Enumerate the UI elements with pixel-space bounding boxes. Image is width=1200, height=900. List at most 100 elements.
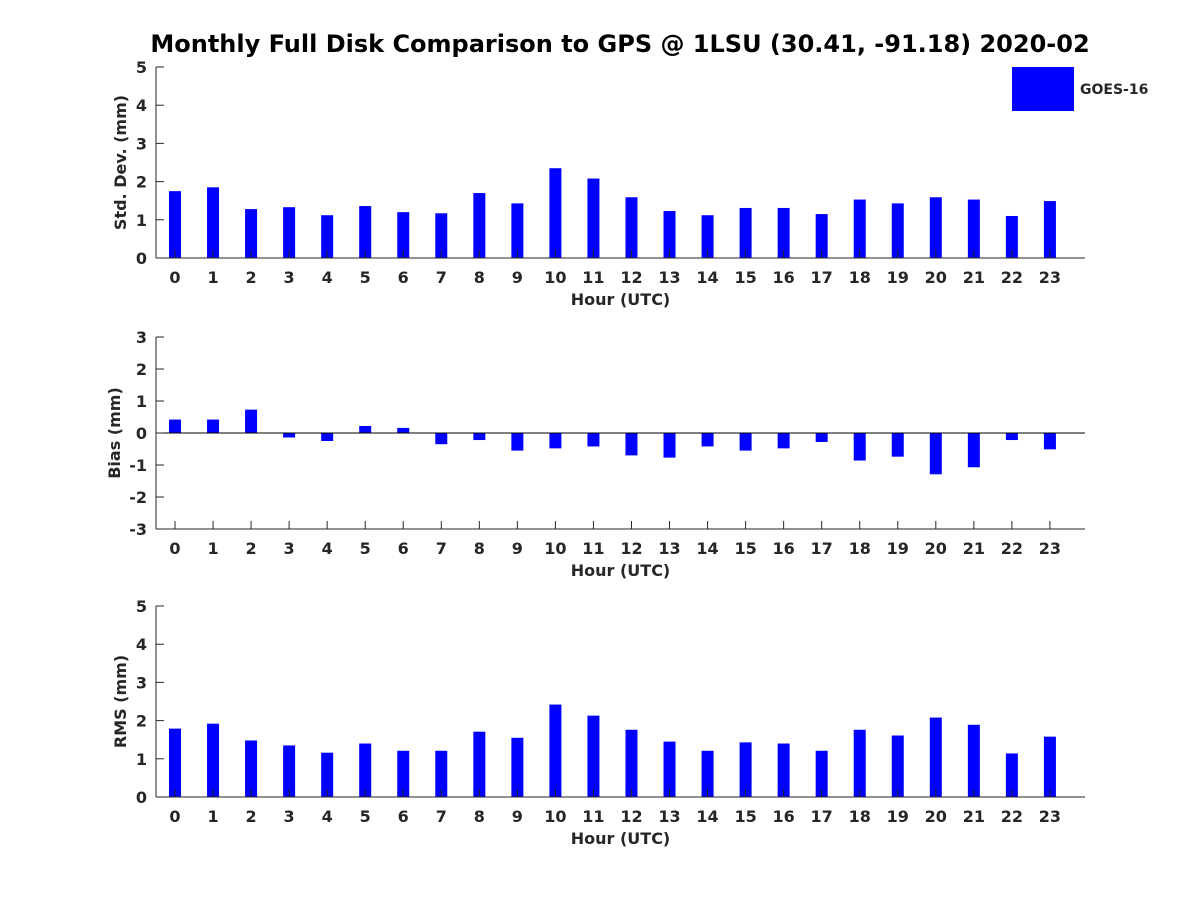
bias-x-tick-label: 17 <box>811 539 833 558</box>
bias-x-tick-label: 0 <box>169 539 180 558</box>
bias-x-tick-label: 13 <box>658 539 680 558</box>
bias-bar <box>435 433 448 445</box>
rms-x-tick-label: 2 <box>246 807 257 826</box>
legend-swatch <box>1012 67 1074 111</box>
rms-x-tick-label: 15 <box>734 807 756 826</box>
bias-bar <box>1043 433 1056 450</box>
std-dev-bar <box>359 206 372 258</box>
rms-bar <box>1043 736 1056 797</box>
std-dev-bar <box>587 178 600 258</box>
bias-y-tick-label: 1 <box>136 392 147 411</box>
rms-x-tick-label: 12 <box>620 807 642 826</box>
std-dev-bar <box>245 209 258 258</box>
rms-bar <box>739 742 752 797</box>
std-dev-bar <box>967 199 980 258</box>
rms-bar <box>853 729 866 797</box>
rms-y-tick-label: 0 <box>136 788 147 807</box>
rms-bar <box>207 723 220 797</box>
std-dev-bar <box>435 213 448 258</box>
bias-bar <box>549 433 562 449</box>
bias-x-tick-label: 18 <box>849 539 871 558</box>
std-dev-bar <box>853 199 866 258</box>
rms-bar <box>701 750 714 797</box>
std-dev-bar <box>169 191 181 258</box>
bias-bar <box>891 433 904 457</box>
std-dev-bar <box>473 193 486 258</box>
rms-x-tick-label: 17 <box>811 807 833 826</box>
std-dev-x-tick-label: 4 <box>322 268 333 287</box>
bias-x-tick-label: 20 <box>925 539 947 558</box>
rms-x-tick-label: 23 <box>1039 807 1061 826</box>
rms-x-tick-label: 3 <box>284 807 295 826</box>
std-dev-x-tick-label: 3 <box>284 268 295 287</box>
bias-x-tick-label: 1 <box>207 539 218 558</box>
bias-bar <box>245 409 258 433</box>
std-dev-bar <box>397 212 410 258</box>
bias-x-tick-label: 7 <box>436 539 447 558</box>
std-dev-x-tick-label: 6 <box>398 268 409 287</box>
bias-x-tick-label: 6 <box>398 539 409 558</box>
std-dev-x-tick-label: 16 <box>773 268 795 287</box>
std-dev-x-tick-label: 2 <box>246 268 257 287</box>
chart-title: Monthly Full Disk Comparison to GPS @ 1L… <box>150 30 1090 58</box>
std-dev-bar <box>663 211 676 258</box>
std-dev-x-tick-label: 17 <box>811 268 833 287</box>
std-dev-x-tick-label: 14 <box>696 268 718 287</box>
bias-bar <box>929 433 942 475</box>
rms-y-tick-label: 2 <box>136 712 147 731</box>
std-dev-x-tick-label: 18 <box>849 268 871 287</box>
bias-x-tick-label: 16 <box>773 539 795 558</box>
rms-x-tick-label: 6 <box>398 807 409 826</box>
rms-x-tick-label: 10 <box>544 807 566 826</box>
bias-bar <box>967 433 980 468</box>
rms-x-tick-label: 1 <box>207 807 218 826</box>
bias-bar <box>359 425 372 433</box>
rms-x-tick-label: 9 <box>512 807 523 826</box>
rms-y-tick-label: 1 <box>136 750 147 769</box>
std-dev-bar <box>701 215 714 258</box>
std-dev-x-tick-label: 0 <box>169 268 180 287</box>
std-dev-x-tick-label: 12 <box>620 268 642 287</box>
std-dev-x-tick-label: 22 <box>1001 268 1023 287</box>
rms-bar <box>663 741 676 797</box>
bias-bar <box>587 433 600 447</box>
rms-x-tick-label: 20 <box>925 807 947 826</box>
std-dev-bar <box>549 168 562 258</box>
rms-x-tick-label: 8 <box>474 807 485 826</box>
legend-label: GOES-16 <box>1080 82 1148 98</box>
std-dev-x-tick-label: 5 <box>360 268 371 287</box>
rms-x-tick-label: 0 <box>169 807 180 826</box>
legend: GOES-16 <box>1012 67 1148 111</box>
rms-x-tick-label: 16 <box>773 807 795 826</box>
std-dev-x-tick-label: 11 <box>582 268 604 287</box>
rms-bar <box>245 740 258 797</box>
bias-x-tick-label: 22 <box>1001 539 1023 558</box>
rms-bar <box>169 728 181 797</box>
bias-bar <box>169 419 181 433</box>
bias-bar <box>625 433 638 456</box>
rms-x-tick-label: 21 <box>963 807 985 826</box>
bias-x-tick-label: 5 <box>360 539 371 558</box>
rms-bar <box>625 729 638 797</box>
rms-bar <box>587 715 600 797</box>
std-dev-x-tick-label: 15 <box>734 268 756 287</box>
rms-bar <box>511 737 524 797</box>
rms-x-tick-label: 5 <box>360 807 371 826</box>
std-dev-x-tick-label: 20 <box>925 268 947 287</box>
bias-x-tick-label: 23 <box>1039 539 1061 558</box>
bias-bar <box>1005 433 1018 441</box>
bias-y-tick-label: -2 <box>129 488 147 507</box>
bias-x-tick-label: 8 <box>474 539 485 558</box>
bias-x-tick-label: 3 <box>284 539 295 558</box>
rms-y-tick-label: 3 <box>136 673 147 692</box>
rms-bar <box>1005 753 1018 797</box>
std-dev-x-tick-label: 7 <box>436 268 447 287</box>
bias-x-tick-label: 2 <box>246 539 257 558</box>
std-dev-x-tick-label: 21 <box>963 268 985 287</box>
bias-bar <box>511 433 524 451</box>
std-dev-bar <box>1043 201 1056 258</box>
std-dev-x-tick-label: 19 <box>887 268 909 287</box>
rms-x-tick-label: 4 <box>322 807 333 826</box>
